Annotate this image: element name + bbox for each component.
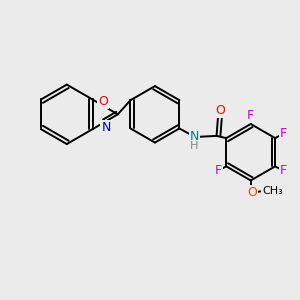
Text: N: N <box>190 130 199 143</box>
Text: F: F <box>280 164 287 177</box>
Text: CH₃: CH₃ <box>262 186 283 196</box>
Text: O: O <box>247 186 257 199</box>
Text: F: F <box>280 127 287 140</box>
Text: N: N <box>101 121 111 134</box>
Text: F: F <box>247 109 254 122</box>
Text: F: F <box>214 164 221 177</box>
Text: O: O <box>215 104 225 117</box>
Text: O: O <box>98 95 108 108</box>
Text: H: H <box>190 141 198 151</box>
